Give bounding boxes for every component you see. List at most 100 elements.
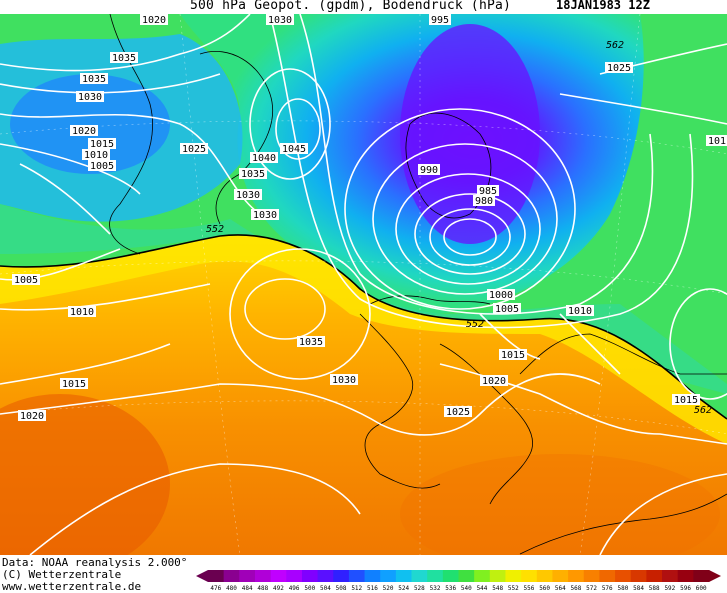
legend-swatch	[568, 570, 585, 582]
legend-tick-label: 572	[586, 585, 597, 592]
isobar-label: 1030	[251, 209, 279, 221]
isobar-label: 1035	[110, 52, 138, 64]
isobar-label: 1035	[297, 336, 325, 348]
isobar-label-text: 1030	[253, 210, 277, 221]
legend-swatch	[442, 570, 459, 582]
legend-swatch	[286, 570, 303, 582]
isobars	[0, 14, 727, 555]
isobar-label-text: 1020	[142, 15, 166, 26]
isobar-label-text: 1035	[241, 169, 265, 180]
isobar-label-text: 562	[694, 405, 712, 416]
legend-tick-label: 548	[492, 585, 503, 592]
orange-core-south	[400, 454, 720, 555]
isobar-label: 1020	[70, 125, 98, 137]
title-bar: 500 hPa Geopot. (gpdm), Bodendruck (hPa)…	[0, 0, 727, 14]
legend-swatch	[301, 570, 319, 582]
legend-swatch	[395, 570, 413, 582]
isobar-label: 1005	[88, 160, 116, 172]
isobar-label-text: 1000	[489, 290, 513, 301]
isobar-label-text: 1015	[674, 395, 698, 406]
legend-bar	[196, 570, 721, 582]
isobar-label: 1035	[80, 73, 108, 85]
isobar-label: 1005	[12, 274, 40, 286]
legend-swatch	[662, 570, 679, 582]
legend-tick-label: 476	[210, 585, 221, 592]
isobar-label-text: 995	[431, 15, 449, 26]
isobar-label: 980	[473, 195, 495, 207]
legend-swatch	[630, 570, 647, 582]
isobar-label-text: 1020	[20, 411, 44, 422]
copyright-text: (C) Wetterzentrale	[2, 568, 122, 581]
legend-tick-label: 556	[524, 585, 535, 592]
legend-tick-label: 488	[257, 585, 268, 592]
teal-band	[0, 204, 727, 394]
legend-tick-label: 536	[445, 585, 456, 592]
isobar-label-text: 1025	[446, 407, 470, 418]
legend-swatch	[333, 570, 350, 582]
isobar-label: 1030	[76, 91, 104, 103]
isobar-label: 1030	[330, 374, 358, 386]
contour-552	[0, 234, 727, 420]
isobar-label-text: 1015	[501, 350, 525, 361]
isobar-label: 552	[206, 224, 224, 235]
isobar-label: 1015	[499, 349, 527, 361]
isobar-label: 1010	[68, 306, 96, 318]
isobar-label: 1040	[250, 152, 278, 164]
yellow-front-band	[0, 234, 727, 444]
legend-swatch	[411, 570, 428, 582]
isobar-label: 1010	[82, 149, 110, 161]
legend-swatch	[505, 570, 522, 582]
isobar-label-text: 552	[466, 319, 484, 330]
color-scale-legend: 476 480 484 488 492 496 500 504 508 512 516 520 524 5…	[196, 570, 721, 592]
isobar-label-text: 1045	[282, 144, 306, 155]
isobar-label-text: 562	[606, 40, 624, 51]
isobar-labels: 1020 1030 995 562 1035 1025 1035 1030 10…	[12, 14, 727, 422]
legend-tick-label: 584	[633, 585, 644, 592]
isobar-label: 1020	[480, 375, 508, 387]
legend-tick-label: 544	[477, 585, 488, 592]
isobar-label-text: 1020	[482, 376, 506, 387]
isobar-label-text: 1035	[82, 74, 106, 85]
legend-swatch	[270, 570, 287, 582]
isobar-label-text: 1005	[495, 304, 519, 315]
isobar-label: 562	[606, 40, 624, 51]
isobar-label-text: 1010	[84, 150, 108, 161]
data-source-text: Data: NOAA reanalysis 2.000°	[2, 556, 188, 569]
legend-tick-label: 516	[367, 585, 378, 592]
isobar-label-text: 1030	[268, 15, 292, 26]
isobar-label-text: 1030	[78, 92, 102, 103]
legend-swatch	[474, 570, 491, 582]
legend-tick-label: 580	[617, 585, 628, 592]
isobar-label: 1025	[444, 406, 472, 418]
deep-low-core	[400, 24, 540, 244]
legend-swatch	[521, 570, 538, 582]
legend-tick-label: 552	[508, 585, 519, 592]
map-title: 500 hPa Geopot. (gpdm), Bodendruck (hPa)	[190, 0, 512, 13]
isobar-label: 1025	[180, 143, 208, 155]
legend-tick-label: 492	[273, 585, 284, 592]
isobar-label-text: 1035	[299, 337, 323, 348]
legend-swatch	[427, 570, 444, 582]
isobar-label-text: 1025	[182, 144, 206, 155]
isobar-label: 985	[477, 185, 499, 197]
isobar-label: 1015	[88, 138, 116, 150]
legend-swatch	[693, 570, 710, 582]
legend-swatch	[599, 570, 616, 582]
isobar-label: 1015	[60, 378, 88, 390]
website-link[interactable]: www.wetterzentrale.de	[2, 580, 142, 593]
isobar-label-text: 1040	[252, 153, 276, 164]
legend-swatch	[364, 570, 381, 582]
legend-swatch	[317, 570, 334, 582]
legend-swatch	[458, 570, 475, 582]
isobar-label-text: 985	[479, 186, 497, 197]
isobar-label: 1030	[266, 14, 294, 26]
legend-swatch	[677, 570, 694, 582]
isobar-label: 1025	[605, 62, 633, 74]
isobar-label: 1045	[280, 143, 308, 155]
legend-tick-label: 484	[242, 585, 253, 592]
legend-swatch	[208, 570, 225, 582]
isobar-label: 1015	[672, 394, 700, 406]
isobar-label-text: 1005	[14, 275, 38, 286]
legend-tick-label: 480	[226, 585, 237, 592]
legend-tick-label: 600	[696, 585, 707, 592]
